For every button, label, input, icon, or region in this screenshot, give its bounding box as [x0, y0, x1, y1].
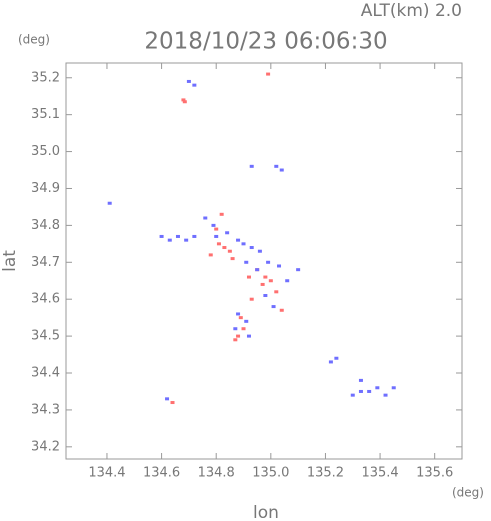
- point: [182, 100, 187, 104]
- point: [244, 260, 249, 264]
- point: [367, 389, 372, 393]
- y-tick-label: 34.2: [31, 439, 60, 454]
- point: [249, 246, 254, 250]
- point: [192, 234, 197, 238]
- point: [233, 327, 238, 331]
- point: [244, 319, 249, 323]
- plot-frame: [65, 62, 463, 460]
- point: [358, 378, 363, 382]
- y-tick-label: 35.0: [31, 144, 60, 159]
- point: [260, 282, 265, 286]
- point: [233, 338, 238, 342]
- point: [279, 308, 284, 312]
- point: [257, 249, 262, 253]
- point: [184, 238, 189, 242]
- chart-title: 2018/10/23 06:06:30: [144, 29, 387, 55]
- point: [246, 275, 251, 279]
- point: [208, 253, 213, 257]
- point: [170, 401, 175, 405]
- point: [159, 234, 164, 238]
- point: [203, 216, 208, 220]
- x-tick-label: 135.2: [307, 466, 344, 481]
- point: [334, 356, 339, 360]
- point: [222, 246, 227, 250]
- point: [375, 386, 380, 390]
- y-tick-label: 34.7: [31, 255, 60, 270]
- point: [274, 164, 279, 168]
- y-tick-label: 34.3: [31, 402, 60, 417]
- point: [186, 79, 191, 83]
- point: [225, 231, 230, 235]
- point: [328, 360, 333, 364]
- point: [263, 275, 268, 279]
- point: [266, 260, 271, 264]
- point: [214, 234, 219, 238]
- y-tick-label: 34.6: [31, 292, 60, 307]
- point: [214, 227, 219, 231]
- point: [255, 268, 260, 272]
- y-tick-label: 35.2: [31, 70, 60, 85]
- point: [285, 279, 290, 283]
- x-tick-label: 135.6: [416, 466, 453, 481]
- point: [216, 242, 221, 246]
- point: [167, 238, 172, 242]
- point: [107, 201, 112, 205]
- y-unit: (deg): [18, 33, 50, 47]
- point: [165, 397, 170, 401]
- point: [238, 316, 243, 320]
- point: [246, 334, 251, 338]
- x-tick-label: 134.8: [198, 466, 235, 481]
- y-tick-label: 34.5: [31, 329, 60, 344]
- point: [192, 83, 197, 87]
- x-tick-label: 135.0: [252, 466, 289, 481]
- y-tick-label: 34.9: [31, 181, 60, 196]
- chart-subtitle: ALT(km) 2.0: [361, 1, 462, 21]
- point: [274, 290, 279, 294]
- point: [358, 389, 363, 393]
- point: [266, 72, 271, 76]
- point: [271, 305, 276, 309]
- point: [211, 223, 216, 227]
- point: [249, 164, 254, 168]
- point: [175, 234, 180, 238]
- point: [236, 238, 241, 242]
- point: [219, 212, 224, 216]
- y-tick-label: 34.4: [31, 366, 60, 381]
- x-tick-label: 134.6: [143, 466, 180, 481]
- y-tick-label: 35.1: [31, 107, 60, 122]
- x-tick-label: 134.4: [88, 466, 125, 481]
- point: [181, 98, 186, 102]
- x-tick-label: 135.4: [361, 466, 398, 481]
- point: [263, 294, 268, 298]
- point: [268, 279, 273, 283]
- point: [391, 386, 396, 390]
- point: [279, 168, 284, 172]
- x-axis-label: lon: [253, 503, 279, 521]
- point: [241, 242, 246, 246]
- point: [236, 312, 241, 316]
- point: [230, 257, 235, 261]
- y-tick-label: 34.8: [31, 218, 60, 233]
- point: [249, 297, 254, 301]
- point: [227, 249, 232, 253]
- point: [350, 393, 355, 397]
- point: [236, 334, 241, 338]
- point: [383, 393, 388, 397]
- point: [296, 268, 301, 272]
- y-axis-label: lat: [0, 250, 20, 272]
- x-unit: (deg): [452, 486, 484, 500]
- point: [277, 264, 282, 268]
- point: [241, 327, 246, 331]
